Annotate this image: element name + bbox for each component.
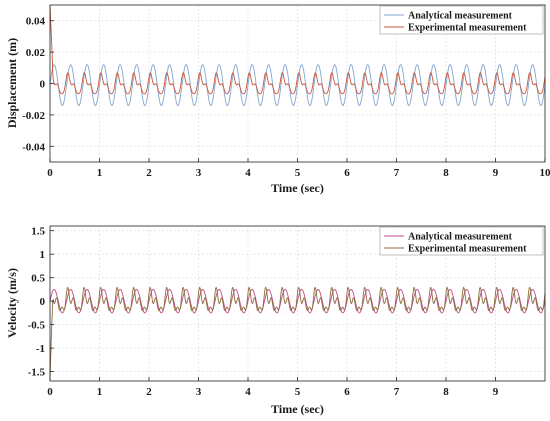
x-tick-label: 9 xyxy=(493,386,499,398)
x-tick-label: 3 xyxy=(196,167,202,179)
y-tick-label: -1.5 xyxy=(28,367,46,379)
x-tick-label: 7 xyxy=(394,167,400,179)
x-tick-label: 0 xyxy=(47,386,53,398)
series-line-experimental xyxy=(49,4,546,95)
y-tick-label: 1.5 xyxy=(31,226,45,238)
y-tick-label: -0.02 xyxy=(22,110,45,122)
y-axis-label: Velocity (m/s) xyxy=(5,268,19,338)
x-tick-label: 4 xyxy=(245,167,251,179)
legend-box xyxy=(379,5,544,35)
x-tick-label: 1 xyxy=(97,386,103,398)
x-tick-label: 0 xyxy=(47,167,53,179)
x-tick-label: 7 xyxy=(394,386,400,398)
y-tick-label: -0.5 xyxy=(28,320,46,332)
legend-label: Experimental measurement xyxy=(408,23,527,34)
series-line-analytical xyxy=(49,64,546,106)
y-tick-label: 0.02 xyxy=(26,47,46,59)
y-tick-label: 0.5 xyxy=(31,273,45,285)
x-tick-label: 6 xyxy=(344,167,350,179)
legend-label: Experimental measurement xyxy=(408,244,527,255)
y-tick-label: -1 xyxy=(36,343,45,355)
y-tick-label: 0 xyxy=(40,296,46,308)
chart-1: 0 1 2 3 4 5 6 7 8 9 10 0.04 0.02 0 -0.02 -0.04 Time (sec… xyxy=(5,4,550,195)
x-tick-label: 2 xyxy=(146,386,152,398)
x-tick-label: 6 xyxy=(344,386,350,398)
x-tick-label: 8 xyxy=(443,167,449,179)
y-tick-label: 0.04 xyxy=(26,16,46,28)
x-tick-label: 4 xyxy=(245,386,251,398)
x-tick-label: 3 xyxy=(196,386,202,398)
legend-label: Analytical measurement xyxy=(408,11,513,22)
y-tick-label: 0 xyxy=(40,79,46,91)
x-axis-label: Time (sec) xyxy=(271,402,324,416)
x-tick-label: 10 xyxy=(540,167,550,179)
y-tick-label: -0.04 xyxy=(22,141,45,153)
series-line-experimental xyxy=(49,286,546,379)
y-tick-label: 1 xyxy=(40,249,46,261)
legend-label: Analytical measurement xyxy=(408,232,513,243)
y-axis-label: Displacement (m) xyxy=(5,38,19,128)
chart-2: 0 1 2 3 4 5 6 7 8 9 1.5 1 0.5 0 -0.5 -1 -1.5 Time (sec) Ve… xyxy=(5,225,546,416)
series-line-analytical xyxy=(49,288,546,314)
x-tick-label: 1 xyxy=(97,167,103,179)
legend-box xyxy=(379,226,544,256)
x-axis-label: Time (sec) xyxy=(271,181,324,195)
x-tick-label: 9 xyxy=(493,167,499,179)
x-tick-label: 5 xyxy=(295,167,301,179)
x-tick-label: 8 xyxy=(443,386,449,398)
x-tick-label: 5 xyxy=(295,386,301,398)
x-tick-label: 2 xyxy=(146,167,152,179)
